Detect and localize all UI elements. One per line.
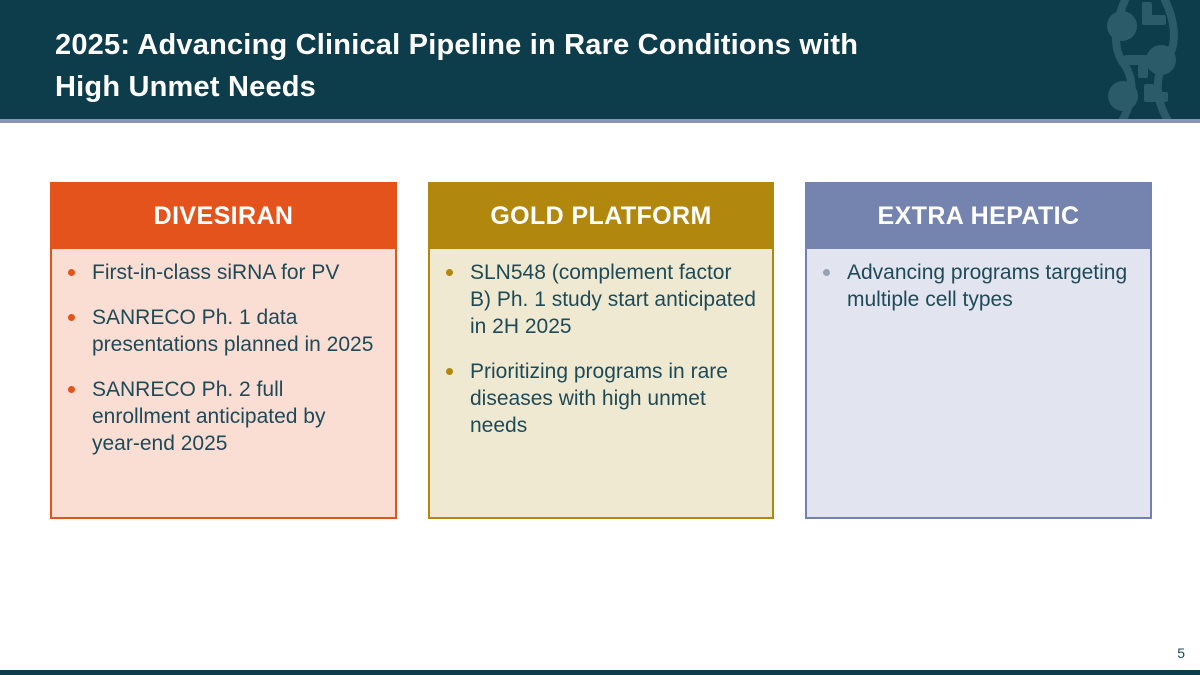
- banner-accent-divider: [0, 119, 1200, 123]
- page-number: 5: [1177, 645, 1185, 661]
- bottom-bar: [0, 670, 1200, 675]
- card-divesiran-body: First-in-class siRNA for PV SANRECO Ph. …: [52, 248, 395, 457]
- card-divesiran-title: DIVESIRAN: [153, 201, 294, 230]
- top-banner: 2025: Advancing Clinical Pipeline in Rar…: [0, 0, 1200, 119]
- card-divesiran: DIVESIRAN First-in-class siRNA for PV SA…: [50, 182, 397, 519]
- card-extra-hepatic-title: EXTRA HEPATIC: [877, 201, 1080, 230]
- bullet-item: Prioritizing programs in rare diseases w…: [446, 358, 756, 439]
- dna-molecule-logo-icon: [1090, 0, 1198, 119]
- page-title: 2025: Advancing Clinical Pipeline in Rar…: [55, 24, 858, 108]
- card-gold-platform-title: GOLD PLATFORM: [490, 201, 712, 230]
- card-gold-platform-header: GOLD PLATFORM: [429, 183, 773, 249]
- card-divesiran-header: DIVESIRAN: [51, 183, 396, 249]
- card-extra-hepatic-body: Advancing programs targeting multiple ce…: [807, 248, 1150, 313]
- bullet-list: First-in-class siRNA for PV SANRECO Ph. …: [52, 259, 379, 457]
- bullet-list: Advancing programs targeting multiple ce…: [807, 259, 1134, 313]
- card-extra-hepatic-header: EXTRA HEPATIC: [806, 183, 1151, 249]
- bullet-item: Advancing programs targeting multiple ce…: [823, 259, 1134, 313]
- page-title-line2: High Unmet Needs: [55, 71, 317, 103]
- bullet-item: SANRECO Ph. 2 full enrollment anticipate…: [68, 376, 379, 457]
- page-title-line1: 2025: Advancing Clinical Pipeline in Rar…: [55, 29, 859, 61]
- bullet-list: SLN548 (complement factor B) Ph. 1 study…: [430, 259, 756, 439]
- bullet-item: SLN548 (complement factor B) Ph. 1 study…: [446, 261, 756, 338]
- bullet-item: First-in-class siRNA for PV: [68, 259, 379, 286]
- card-extra-hepatic: EXTRA HEPATIC Advancing programs targeti…: [805, 182, 1152, 519]
- card-gold-platform-body: SLN548 (complement factor B) Ph. 1 study…: [430, 248, 772, 439]
- card-gold-platform: GOLD PLATFORM SLN548 (complement factor …: [428, 182, 774, 519]
- bullet-item: SANRECO Ph. 1 data presentations planned…: [68, 304, 379, 358]
